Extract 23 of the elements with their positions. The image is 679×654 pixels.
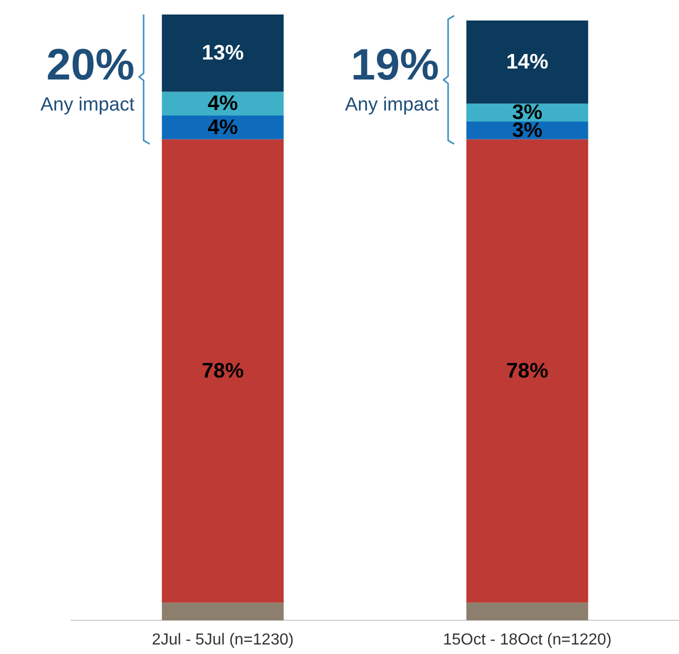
- data-label: 14%: [506, 50, 549, 74]
- bar: [162, 92, 284, 116]
- annotation: 19%: [350, 40, 439, 90]
- data-label: 78%: [202, 359, 244, 382]
- data-label: 4%: [208, 116, 238, 139]
- bar: [466, 121, 588, 140]
- bar: [162, 139, 284, 603]
- bar: [466, 139, 588, 603]
- bar: [466, 20, 588, 104]
- data-label: 78%: [506, 359, 549, 382]
- data-label: 4%: [208, 92, 238, 116]
- data-label: 3%: [512, 118, 543, 142]
- annotation: Any impact: [344, 94, 440, 116]
- annotation: 20%: [46, 40, 134, 90]
- bar: [162, 602, 284, 620]
- bar: [466, 104, 588, 122]
- bar: [162, 116, 284, 140]
- bar: [162, 14, 284, 92]
- x-tick-label: 15Oct - 18Oct (n=1220): [442, 632, 612, 648]
- annotation: Any impact: [40, 94, 136, 116]
- x-tick-label: 2Jul - 5Jul (n=1230): [152, 632, 294, 648]
- bar: [466, 602, 588, 620]
- data-label: 13%: [202, 42, 244, 65]
